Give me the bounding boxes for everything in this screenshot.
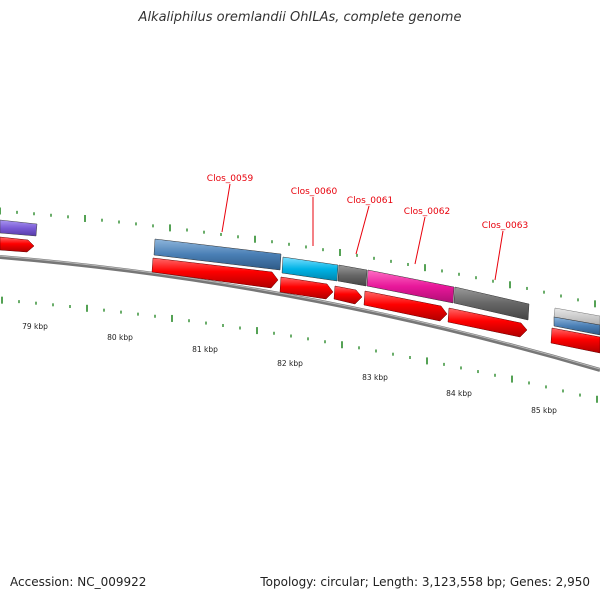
gene-label-clos-0059[interactable]: Clos_0059 <box>207 174 254 184</box>
kbp-label-83: 83 kbp <box>362 373 388 382</box>
gene-band-blue-right[interactable] <box>553 316 600 336</box>
cds-arrow-6[interactable] <box>550 327 600 354</box>
cds-arrow-1[interactable] <box>151 257 279 289</box>
accession-text: Accession: NC_009922 <box>10 575 147 589</box>
leader-clos-0062 <box>414 216 426 265</box>
gene-band-cyan[interactable] <box>281 256 339 282</box>
leader-clos-0059 <box>221 183 231 233</box>
gene-label-clos-0060[interactable]: Clos_0060 <box>291 187 338 197</box>
cds-arrow-4[interactable] <box>363 290 448 322</box>
tick-track-upper <box>0 207 596 308</box>
gene-label-leaders <box>221 183 504 281</box>
kbp-label-80: 80 kbp <box>107 333 133 342</box>
tick-track-lower <box>1 296 598 403</box>
gene-label-clos-0062[interactable]: Clos_0062 <box>404 207 450 217</box>
kbp-label-82: 82 kbp <box>277 359 303 368</box>
gene-band-purple[interactable] <box>0 219 38 237</box>
gene-band-gray-2[interactable] <box>453 286 530 321</box>
leader-clos-0061 <box>355 205 370 255</box>
cds-arrow-2[interactable] <box>279 276 334 300</box>
cds-arrow-0[interactable] <box>0 236 35 253</box>
gene-band-light[interactable] <box>553 307 600 326</box>
cds-arrow-5[interactable] <box>447 307 528 338</box>
gene-band-gray-1[interactable] <box>337 264 368 287</box>
kbp-label-81: 81 kbp <box>192 345 218 354</box>
gene-label-clos-0063[interactable]: Clos_0063 <box>482 221 528 231</box>
backbone-highlight <box>0 255 600 370</box>
genome-stats-text: Topology: circular; Length: 3,123,558 bp… <box>260 575 590 589</box>
gene-band-track <box>0 219 600 336</box>
gene-label-clos-0061[interactable]: Clos_0061 <box>347 196 393 206</box>
leader-clos-0063 <box>494 230 504 281</box>
cds-arrow-track <box>0 236 600 354</box>
genome-backbone <box>0 255 600 372</box>
cds-arrow-3[interactable] <box>333 285 363 305</box>
gene-band-magenta[interactable] <box>366 269 455 304</box>
kbp-label-84: 84 kbp <box>446 389 472 398</box>
gene-band-blue[interactable] <box>153 238 282 271</box>
map-title: Alkaliphilus oremlandii OhILAs, complete… <box>138 10 462 25</box>
kbp-label-85: 85 kbp <box>531 406 557 415</box>
kbp-label-79: 79 kbp <box>22 322 48 331</box>
